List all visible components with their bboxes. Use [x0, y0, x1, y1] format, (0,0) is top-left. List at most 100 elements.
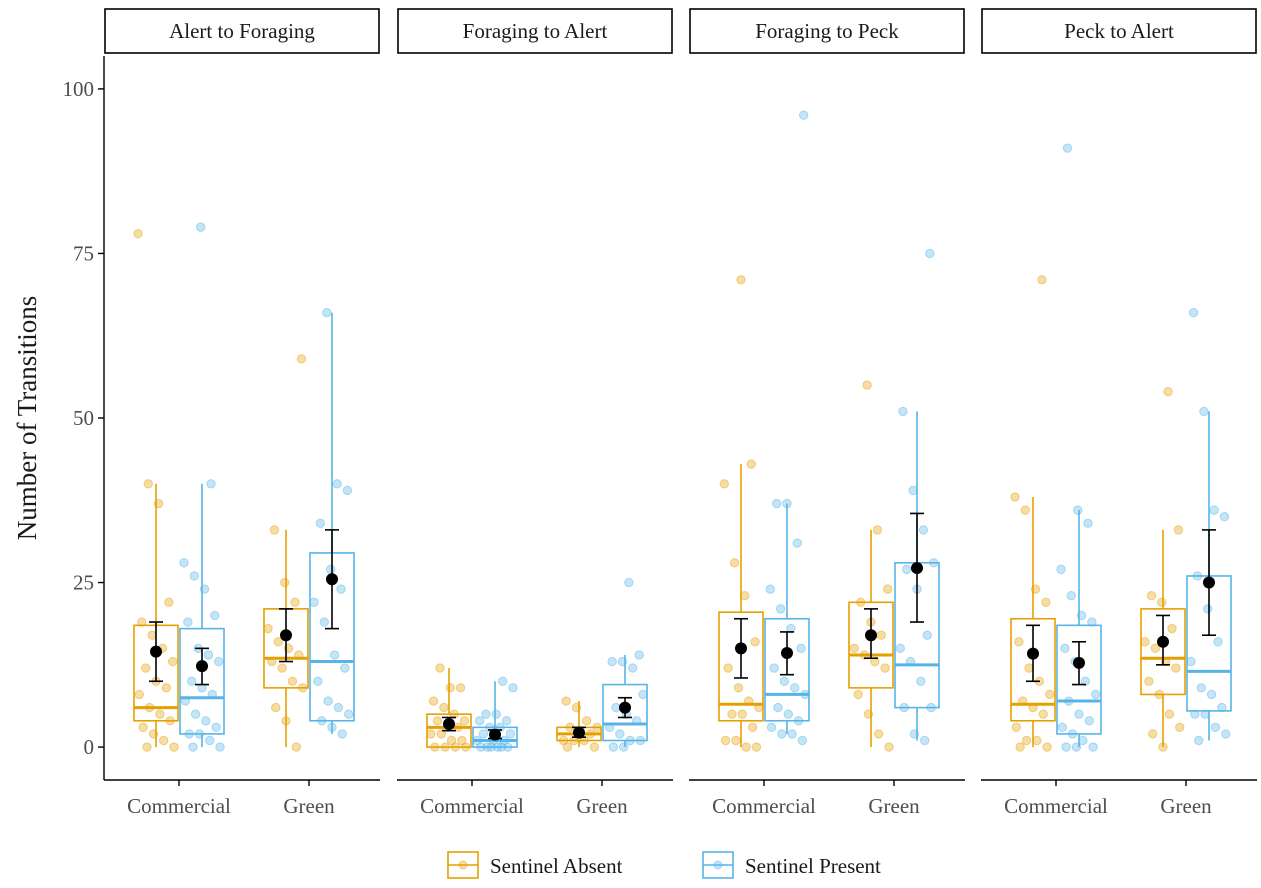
data-point	[607, 656, 617, 667]
mean-point	[911, 562, 923, 575]
legend-key-point	[458, 860, 468, 870]
data-point	[1144, 676, 1154, 686]
data-point	[459, 716, 470, 726]
data-point	[1150, 643, 1160, 654]
data-point	[862, 380, 872, 390]
data-point	[925, 248, 935, 259]
box	[718, 611, 764, 722]
data-point	[775, 604, 786, 614]
x-tick-label: Green	[1160, 794, 1212, 818]
data-point	[720, 735, 731, 746]
data-point	[765, 584, 775, 594]
mean-point	[619, 701, 631, 714]
data-point	[326, 564, 336, 575]
data-point	[333, 702, 344, 713]
data-point	[179, 558, 189, 568]
data-point	[1061, 742, 1071, 752]
data-point	[1199, 406, 1209, 417]
data-point	[731, 735, 741, 746]
data-point	[619, 742, 629, 752]
data-point	[309, 597, 319, 607]
data-point	[1221, 729, 1231, 739]
data-point	[183, 617, 193, 627]
data-point	[1011, 722, 1021, 733]
data-point	[624, 577, 634, 588]
data-point	[870, 656, 880, 667]
data-point	[719, 479, 729, 489]
data-point	[786, 623, 796, 634]
data-point	[196, 222, 206, 232]
data-point	[908, 485, 918, 496]
data-point	[746, 459, 756, 469]
data-point	[1167, 623, 1177, 634]
data-point	[582, 716, 592, 726]
data-point	[777, 729, 787, 739]
data-point	[853, 689, 863, 700]
box-group	[426, 663, 472, 752]
data-point	[1066, 591, 1076, 601]
data-point	[201, 716, 211, 726]
data-point	[1209, 505, 1219, 515]
data-point	[876, 630, 886, 640]
facet-panel: Peck to Alert Commercial Green	[981, 8, 1257, 818]
data-point	[884, 742, 894, 752]
data-point	[337, 729, 347, 739]
data-point	[562, 742, 573, 752]
data-point	[783, 709, 793, 719]
data-point	[1038, 709, 1048, 719]
data-point	[319, 617, 329, 627]
box-group	[133, 229, 179, 752]
mean-point	[326, 573, 338, 586]
facet-title: Peck to Alert	[1064, 19, 1174, 43]
data-point	[1084, 716, 1094, 726]
box-group	[263, 354, 309, 752]
data-point	[1196, 683, 1206, 693]
data-point	[1073, 505, 1083, 515]
x-tick-label: Green	[868, 794, 920, 818]
data-point	[323, 696, 333, 706]
data-point	[205, 735, 215, 746]
data-point	[271, 702, 281, 713]
data-point	[159, 735, 169, 746]
data-point	[273, 637, 283, 647]
data-point	[445, 683, 455, 693]
data-point	[1190, 709, 1200, 719]
data-point	[872, 525, 883, 535]
data-point	[1186, 656, 1196, 667]
data-point	[322, 307, 332, 318]
x-tick-label: Green	[576, 794, 628, 818]
data-point	[1217, 702, 1227, 713]
data-point	[1175, 722, 1185, 733]
mean-point	[735, 642, 747, 655]
data-point	[481, 709, 491, 719]
data-point	[790, 683, 800, 693]
data-point	[916, 676, 926, 686]
data-point	[269, 525, 280, 535]
data-point	[779, 676, 790, 686]
data-point	[155, 709, 165, 719]
box-group	[179, 222, 225, 752]
data-point	[133, 229, 143, 239]
data-point	[436, 729, 446, 739]
data-point	[215, 742, 225, 752]
data-point	[210, 610, 220, 621]
mean-point	[1157, 635, 1169, 648]
data-point	[1213, 637, 1223, 647]
data-point	[432, 716, 443, 726]
data-point	[729, 558, 740, 568]
data-point	[336, 584, 346, 594]
data-point	[1014, 637, 1024, 647]
data-point	[1074, 709, 1084, 719]
data-point	[638, 689, 648, 700]
data-point	[797, 735, 808, 746]
data-point	[1194, 735, 1204, 746]
data-point	[203, 650, 214, 660]
data-point	[287, 676, 298, 686]
data-point	[1171, 663, 1181, 673]
data-point	[634, 650, 644, 660]
box-group	[556, 696, 602, 752]
data-point	[435, 663, 445, 673]
data-point	[277, 663, 287, 673]
data-point	[1088, 742, 1098, 752]
